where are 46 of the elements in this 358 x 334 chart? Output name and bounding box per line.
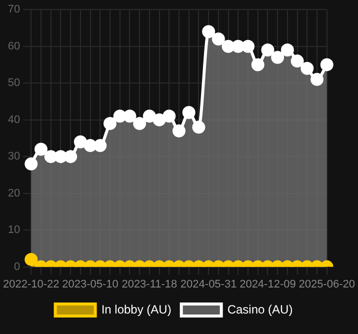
point [74,135,87,148]
point [142,110,156,123]
point [162,110,176,123]
point [261,44,274,57]
y-tick-label: 60 [8,40,20,52]
point [232,40,245,53]
point [251,58,264,72]
point [34,142,48,156]
point [84,139,97,152]
point [172,124,186,138]
point [320,58,334,72]
x-tick-label: 2024-12-09 [240,278,296,290]
y-tick-label: 10 [8,224,20,236]
point [94,139,107,152]
y-tick-label: 20 [8,187,20,200]
point [222,40,235,53]
x-tick-label: 2025-06-20 [298,278,356,290]
point [290,54,304,68]
point [113,110,126,123]
point [133,117,146,130]
point [64,150,78,164]
point [123,110,136,123]
point [280,44,294,57]
x-tick-label: 2023-05-10 [62,278,118,290]
point [300,62,314,75]
point [103,117,116,130]
point [182,106,196,119]
y-tick-label: 40 [8,114,20,126]
legend-label: Casino (AU) [227,302,293,316]
y-tick-label: 30 [8,150,20,163]
x-tick-label: 2024-05-31 [180,278,237,290]
point [152,113,166,126]
point [271,50,284,64]
legend-label: In lobby (AU) [101,302,172,316]
x-tick-label: 2023-11-18 [122,278,178,290]
point [44,150,58,164]
point [310,72,324,86]
x-tick-label: 2022-10-22 [2,278,60,290]
point [54,150,68,164]
y-tick-label: 0 [14,260,20,273]
point [242,40,255,53]
point [192,120,206,134]
point [212,32,225,46]
y-tick-label: 50 [8,77,20,90]
point [202,25,216,38]
y-tick-label: 70 [8,4,20,16]
